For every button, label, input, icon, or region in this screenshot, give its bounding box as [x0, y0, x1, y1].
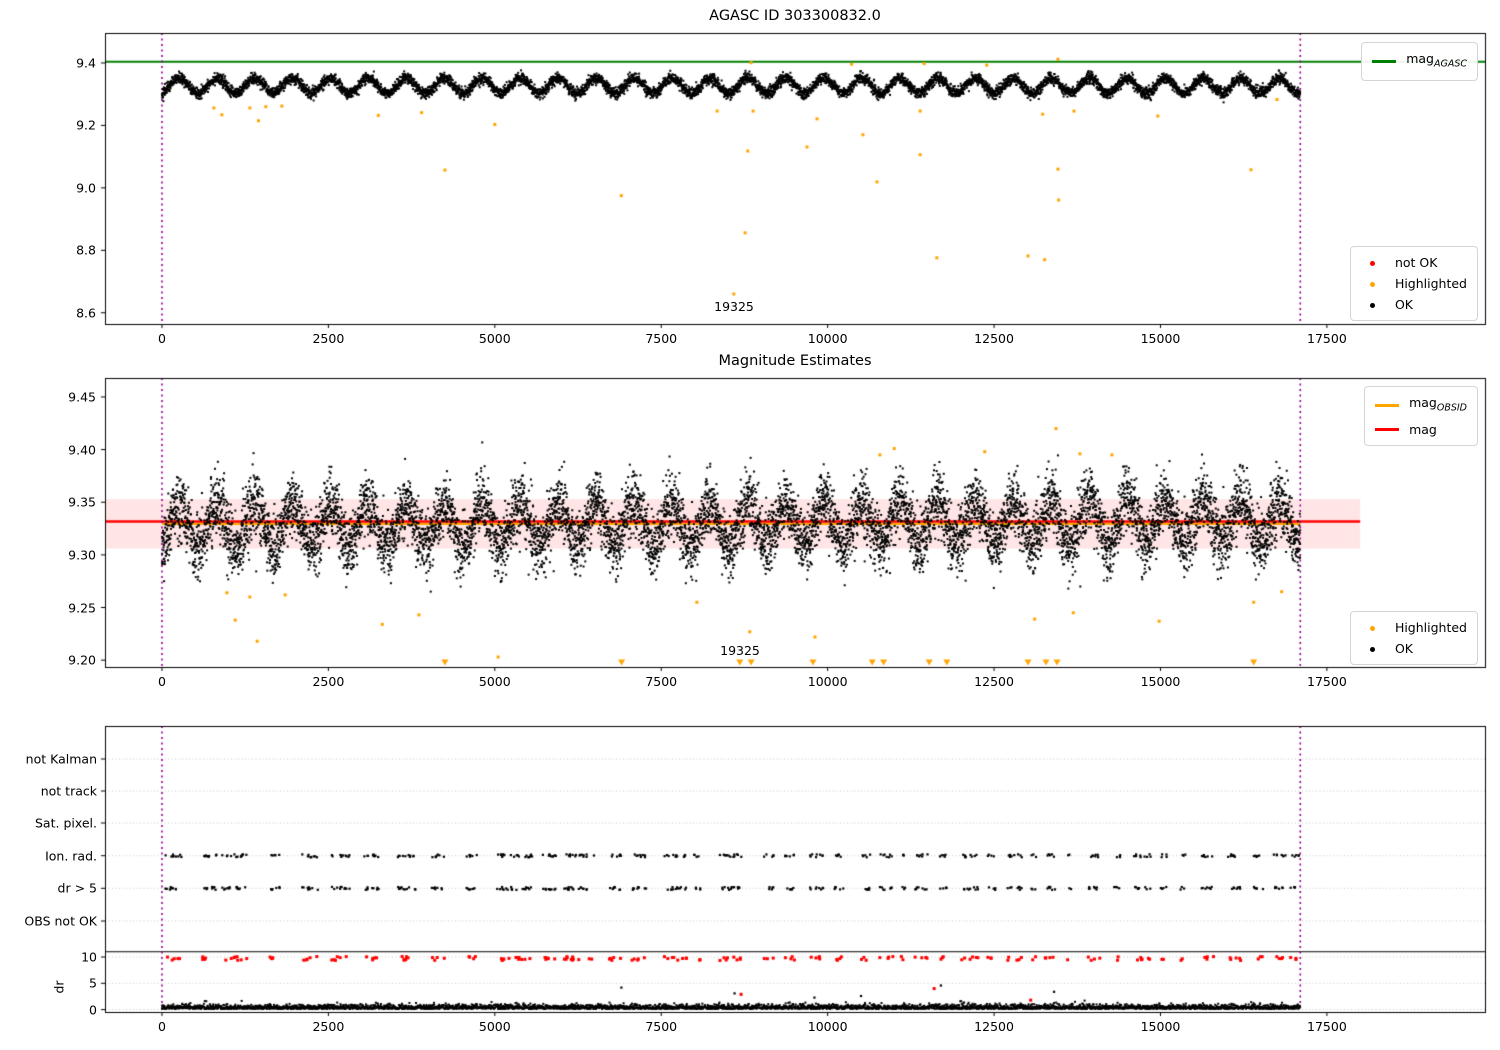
y-tick-label: 9.2	[76, 117, 96, 133]
y-tick-label: 9.35	[68, 494, 96, 510]
legend-label: Highlighted	[1394, 276, 1467, 291]
flag-row-label-4: dr > 5	[57, 880, 97, 896]
x-tick-label: 7500	[645, 331, 678, 346]
y-tick-label: 9.4	[76, 55, 96, 71]
legend-entry: Highlighted	[1361, 273, 1467, 294]
legend-mag-agasc: magAGASC	[1361, 42, 1478, 81]
legend-plot1-points: not OK Highlighted OK	[1349, 246, 1478, 321]
x-tick-label: 12500	[974, 1019, 1014, 1034]
flag-row-label-3: Ion. rad.	[45, 848, 97, 864]
legend-dot-swatch	[1361, 621, 1385, 635]
legend-label: OK	[1394, 641, 1413, 656]
legend-entry: magOBSID	[1375, 392, 1467, 419]
x-tick-label: 7500	[645, 674, 678, 689]
x-tick-label: 17500	[1307, 674, 1347, 689]
legend-entry: OK	[1361, 638, 1467, 659]
x-tick-label: 0	[157, 674, 166, 689]
x-tick-label: 12500	[974, 674, 1014, 689]
x-tick-label: 15000	[1140, 674, 1181, 689]
legend-entry: mag	[1375, 419, 1467, 440]
x-tick-label: 17500	[1307, 1019, 1347, 1034]
x-tick-label: 5000	[478, 331, 511, 346]
x-tick-label: 2500	[312, 1019, 345, 1034]
x-tick-label: 15000	[1140, 1019, 1181, 1034]
legend-label: mag	[1409, 421, 1437, 437]
plot2-annotation-19325: 19325	[720, 643, 760, 658]
legend-line-swatch	[1372, 54, 1397, 68]
y-tick-label: 9.30	[68, 547, 96, 563]
legend-plot2-points: Highlighted OK	[1349, 611, 1478, 665]
y-tick-label: 9.45	[68, 389, 96, 405]
y-tick-label: 9.0	[76, 180, 96, 196]
legend-entry: OK	[1361, 294, 1467, 315]
x-tick-label: 5000	[478, 674, 511, 689]
legend-dot-swatch	[1361, 277, 1385, 291]
x-tick-label: 2500	[312, 674, 345, 689]
dr-tick-label: 0	[89, 1002, 97, 1018]
plot1-annotation-19325: 19325	[714, 299, 754, 314]
y-tick-label: 9.25	[68, 600, 96, 615]
legend-entry: Highlighted	[1361, 617, 1467, 638]
x-tick-label: 15000	[1140, 331, 1181, 346]
flag-row-label-2: Sat. pixel.	[35, 815, 97, 831]
legend-dot-swatch	[1361, 298, 1385, 312]
y-tick-label: 9.20	[68, 652, 96, 668]
flag-row-label-5: OBS not OK	[24, 913, 97, 929]
legend-line-swatch	[1375, 398, 1400, 412]
legend-entry: magAGASC	[1372, 48, 1467, 75]
x-tick-label: 10000	[807, 674, 848, 689]
plot1-title: AGASC ID 303300832.0	[709, 8, 881, 24]
legend-plot2-lines: magOBSID mag	[1364, 386, 1478, 446]
y-tick-label: 8.8	[76, 242, 96, 258]
x-tick-label: 10000	[807, 331, 848, 346]
x-tick-label: 12500	[974, 331, 1014, 346]
x-tick-label: 0	[157, 331, 166, 346]
legend-line-swatch	[1375, 422, 1400, 436]
legend-dot-swatch	[1361, 256, 1385, 270]
legend-label: OK	[1394, 297, 1413, 312]
flag-row-label-0: not Kalman	[25, 751, 97, 767]
legend-dot-swatch	[1361, 642, 1385, 656]
x-tick-label: 7500	[645, 1019, 678, 1034]
x-tick-label: 0	[157, 1019, 166, 1034]
legend-label: magAGASC	[1406, 51, 1467, 70]
legend-label: Highlighted	[1394, 620, 1467, 635]
legend-entry: not OK	[1361, 252, 1467, 273]
x-tick-label: 2500	[312, 331, 345, 346]
y-tick-label: 9.40	[68, 442, 96, 458]
x-tick-label: 10000	[807, 1019, 848, 1034]
x-tick-label: 17500	[1307, 331, 1347, 346]
plot2-title: Magnitude Estimates	[718, 353, 872, 369]
legend-label: not OK	[1394, 255, 1438, 270]
flag-row-label-1: not track	[40, 783, 97, 799]
x-tick-label: 5000	[478, 1019, 511, 1034]
dr-tick-label: 10	[81, 949, 97, 965]
legend-label: magOBSID	[1409, 395, 1467, 414]
dr-tick-label: 5	[89, 975, 97, 991]
y-tick-label: 8.6	[76, 305, 96, 321]
